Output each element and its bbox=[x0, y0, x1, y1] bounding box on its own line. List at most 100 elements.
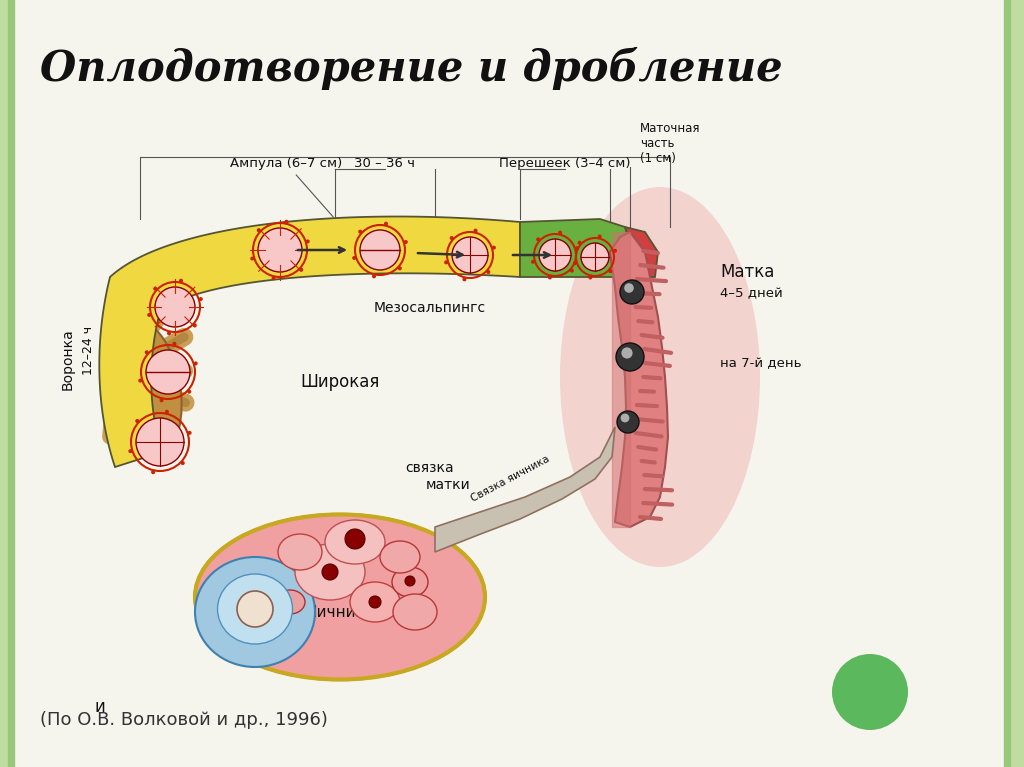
Circle shape bbox=[531, 260, 535, 264]
Circle shape bbox=[193, 324, 197, 328]
Circle shape bbox=[250, 257, 254, 261]
Circle shape bbox=[271, 276, 275, 280]
Circle shape bbox=[172, 342, 176, 346]
Ellipse shape bbox=[393, 594, 437, 630]
Circle shape bbox=[167, 331, 171, 335]
Circle shape bbox=[128, 449, 132, 453]
Polygon shape bbox=[625, 227, 658, 277]
Circle shape bbox=[589, 275, 592, 279]
Circle shape bbox=[622, 347, 633, 359]
Circle shape bbox=[492, 245, 496, 249]
Circle shape bbox=[155, 287, 195, 327]
Circle shape bbox=[539, 239, 571, 271]
Circle shape bbox=[285, 219, 289, 224]
Circle shape bbox=[299, 268, 303, 272]
Circle shape bbox=[406, 576, 415, 586]
Circle shape bbox=[369, 596, 381, 608]
Polygon shape bbox=[435, 427, 615, 552]
Circle shape bbox=[352, 256, 356, 260]
Circle shape bbox=[621, 413, 630, 423]
Circle shape bbox=[831, 654, 908, 730]
Circle shape bbox=[237, 591, 273, 627]
Ellipse shape bbox=[275, 590, 305, 614]
Circle shape bbox=[397, 266, 401, 270]
Circle shape bbox=[613, 249, 617, 253]
Polygon shape bbox=[520, 219, 635, 277]
Text: Мезосальпингс: Мезосальпингс bbox=[374, 301, 486, 315]
Circle shape bbox=[165, 410, 169, 413]
Ellipse shape bbox=[217, 574, 293, 644]
Circle shape bbox=[463, 278, 467, 281]
Circle shape bbox=[473, 229, 477, 232]
Circle shape bbox=[187, 431, 191, 435]
Text: Матка: Матка bbox=[720, 263, 774, 281]
Ellipse shape bbox=[392, 567, 428, 597]
Circle shape bbox=[181, 461, 184, 465]
Circle shape bbox=[570, 268, 573, 272]
Circle shape bbox=[322, 564, 338, 580]
Circle shape bbox=[358, 229, 362, 234]
Text: Воронка: Воронка bbox=[61, 328, 75, 390]
Text: матки: матки bbox=[426, 478, 470, 492]
Text: 12–24 ч: 12–24 ч bbox=[82, 326, 94, 375]
Ellipse shape bbox=[119, 323, 181, 451]
Ellipse shape bbox=[560, 187, 760, 567]
Text: Связка яичника: Связка яичника bbox=[469, 454, 551, 504]
Ellipse shape bbox=[380, 541, 420, 573]
Text: и: и bbox=[94, 698, 105, 716]
Circle shape bbox=[617, 411, 639, 433]
Ellipse shape bbox=[325, 520, 385, 564]
Circle shape bbox=[384, 222, 388, 225]
Circle shape bbox=[625, 283, 634, 293]
Circle shape bbox=[616, 343, 644, 371]
Circle shape bbox=[147, 313, 152, 317]
Circle shape bbox=[372, 275, 376, 278]
Ellipse shape bbox=[195, 515, 485, 680]
Circle shape bbox=[154, 287, 158, 291]
Circle shape bbox=[187, 390, 191, 393]
Text: на 7-й день: на 7-й день bbox=[720, 357, 802, 370]
Polygon shape bbox=[99, 216, 520, 467]
Circle shape bbox=[199, 297, 203, 301]
Circle shape bbox=[360, 230, 400, 270]
Circle shape bbox=[452, 237, 488, 273]
Circle shape bbox=[450, 236, 454, 240]
Ellipse shape bbox=[278, 534, 322, 570]
Polygon shape bbox=[610, 232, 668, 527]
Circle shape bbox=[620, 280, 644, 304]
Circle shape bbox=[194, 361, 198, 365]
Circle shape bbox=[306, 239, 309, 243]
Text: 30 – 36 ч: 30 – 36 ч bbox=[354, 157, 416, 170]
Circle shape bbox=[581, 243, 609, 271]
Circle shape bbox=[257, 229, 261, 232]
Text: Яичник: Яичник bbox=[305, 605, 365, 620]
Text: Оплодотворение и дробление: Оплодотворение и дробление bbox=[40, 47, 782, 90]
Circle shape bbox=[152, 470, 155, 474]
Text: Ампула (6–7 см): Ампула (6–7 см) bbox=[230, 157, 342, 217]
Text: связка: связка bbox=[406, 461, 455, 475]
Text: 4–5 дней: 4–5 дней bbox=[720, 287, 782, 300]
Text: Маточная
часть
(1 см): Маточная часть (1 см) bbox=[640, 122, 700, 165]
Circle shape bbox=[144, 351, 148, 354]
Ellipse shape bbox=[195, 557, 315, 667]
Circle shape bbox=[136, 418, 184, 466]
Circle shape bbox=[558, 231, 562, 235]
Circle shape bbox=[608, 269, 612, 273]
Circle shape bbox=[444, 260, 449, 265]
Circle shape bbox=[146, 350, 190, 394]
Circle shape bbox=[160, 398, 164, 402]
Circle shape bbox=[598, 235, 602, 239]
Circle shape bbox=[486, 270, 490, 274]
Circle shape bbox=[345, 529, 365, 549]
Ellipse shape bbox=[350, 582, 400, 622]
Text: (По О.В. Волковой и др., 1996): (По О.В. Волковой и др., 1996) bbox=[40, 711, 328, 729]
Ellipse shape bbox=[295, 544, 365, 600]
Circle shape bbox=[573, 262, 577, 265]
Circle shape bbox=[578, 241, 582, 245]
Text: Широкая: Широкая bbox=[300, 373, 380, 391]
Circle shape bbox=[403, 240, 408, 244]
Text: Перешеек (3–4 см): Перешеек (3–4 см) bbox=[500, 157, 631, 170]
Circle shape bbox=[548, 275, 552, 279]
Circle shape bbox=[537, 237, 540, 242]
Circle shape bbox=[258, 228, 302, 272]
